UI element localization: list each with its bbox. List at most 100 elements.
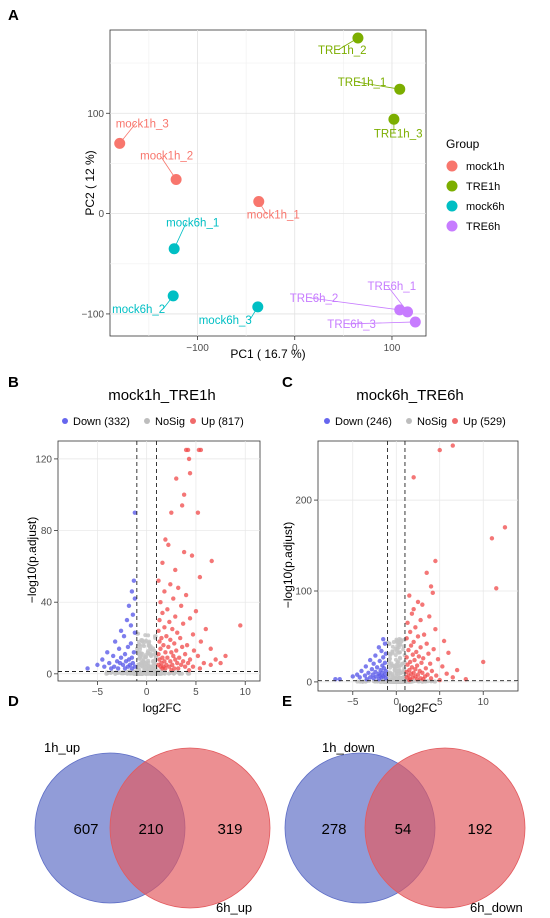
v2-up-point <box>413 666 418 672</box>
v1-y-tick-label: 80 <box>41 526 53 537</box>
v1-up-point <box>165 655 170 660</box>
v1-up-point <box>156 578 161 583</box>
v1-nosig-point <box>105 671 110 676</box>
v1-nosig-point <box>108 671 113 676</box>
v2-down-point <box>371 676 376 681</box>
v2-up-point <box>435 656 441 662</box>
volcano-2-y-axis-title: −log10(p.adjust) <box>281 522 295 608</box>
v1-up-point <box>190 632 196 637</box>
v1-up-point <box>189 553 195 558</box>
v1-up-point <box>184 642 190 648</box>
v1-down-point <box>131 650 137 655</box>
v2-y-tick-label: 200 <box>295 496 312 507</box>
v1-down-point <box>131 578 137 583</box>
pca-point <box>167 290 179 302</box>
v2-up-point <box>408 643 414 648</box>
v2-legend-key <box>324 418 330 424</box>
pca-y-axis-title: PC2 ( 12 %) <box>83 150 97 215</box>
v1-up-point <box>174 476 179 481</box>
v1-up-point <box>161 642 166 648</box>
v1-down-point <box>129 666 135 671</box>
v1-legend-key <box>144 418 150 424</box>
v1-down-point <box>132 630 138 635</box>
v1-nosig-point <box>137 667 142 672</box>
v2-down-point <box>379 648 384 654</box>
venn-down-only-a-count: 278 <box>321 821 346 838</box>
pca-point <box>170 173 182 185</box>
v2-nosig-point <box>396 673 401 678</box>
v2-x-tick-label: 0 <box>393 697 399 708</box>
volcano-plot-1: mock1h_TRE1h Down (332) NoSig Up (817) −5 0… <box>25 387 261 715</box>
v1-up-point <box>177 655 182 660</box>
pca-x-tick-label: 100 <box>384 343 401 354</box>
v1-up-point <box>157 639 162 644</box>
v2-up-point <box>426 651 431 656</box>
volcano-2-title: mock6h_TRE6h <box>356 387 464 404</box>
v2-down-point <box>376 645 382 650</box>
venn-up-set-b-circle <box>109 747 271 909</box>
v1-up-point <box>171 653 176 659</box>
v1-up-point <box>187 657 193 662</box>
pca-point-label: mock1h_3 <box>116 118 169 130</box>
v1-up-point <box>176 585 181 591</box>
v2-down-point <box>381 636 386 642</box>
v1-up-point <box>175 660 180 666</box>
v1-up-point <box>213 657 218 662</box>
v2-down-point <box>374 665 380 670</box>
volcano-2-panel-border <box>317 440 519 692</box>
pca-legend-label: TRE6h <box>466 221 500 233</box>
v2-nosig-point <box>392 667 397 672</box>
v1-down-point <box>123 659 129 664</box>
volcano-2-x-axis-title: log2FC <box>399 701 438 715</box>
v2-up-point <box>494 586 499 591</box>
pca-point-label: mock6h_3 <box>199 315 252 327</box>
v1-up-point <box>190 664 196 669</box>
v1-down-point <box>122 666 128 671</box>
v2-down-point <box>363 664 369 669</box>
volcano-1-up-points <box>156 447 243 673</box>
pca-legend-key <box>446 180 458 192</box>
v1-legend-label: Up (817) <box>201 416 244 428</box>
v1-up-point <box>164 634 169 639</box>
v1-nosig-point <box>152 670 157 675</box>
v1-up-point <box>208 662 213 668</box>
v1-up-point <box>166 644 171 650</box>
v2-down-point <box>373 653 378 658</box>
v2-down-point <box>367 657 373 663</box>
v1-up-point <box>179 644 185 650</box>
v1-up-point <box>157 617 162 623</box>
v1-down-point <box>100 657 105 662</box>
v2-down-point <box>359 668 364 674</box>
v1-nosig-point <box>143 633 148 638</box>
v1-up-point <box>166 542 171 548</box>
v1-up-point <box>193 608 199 614</box>
v1-down-point <box>115 666 121 671</box>
v2-up-point <box>411 606 416 612</box>
pca-point <box>252 301 264 313</box>
v2-up-point <box>411 639 416 645</box>
pca-point-label: TRE1h_1 <box>338 77 387 89</box>
v1-nosig-point <box>133 671 138 676</box>
v2-x-tick-label: 5 <box>437 697 443 708</box>
pca-grid <box>110 30 426 336</box>
v2-nosig-point <box>387 651 392 656</box>
v1-up-point <box>173 657 178 662</box>
v2-up-point <box>433 558 438 564</box>
v2-down-point <box>367 675 373 680</box>
v1-up-point <box>181 492 187 497</box>
v1-up-point <box>191 648 197 653</box>
pca-point <box>352 32 364 44</box>
v2-y-tick-label: 0 <box>306 677 312 688</box>
v2-down-point <box>382 660 388 666</box>
volcano-1-y-axis-title: −log10(p.adjust) <box>25 517 39 603</box>
volcano-1-x-axis-title: log2FC <box>143 701 182 715</box>
volcano-1-ticks: −5 0 5 10 0 40 80 120 <box>35 454 251 698</box>
v1-up-point <box>178 603 184 608</box>
pca-point <box>409 316 421 328</box>
v1-x-tick-label: 10 <box>240 687 252 698</box>
v1-down-point <box>132 510 138 515</box>
v2-up-point <box>489 536 495 541</box>
v1-y-tick-label: 40 <box>41 598 53 609</box>
v1-nosig-point <box>143 638 148 643</box>
